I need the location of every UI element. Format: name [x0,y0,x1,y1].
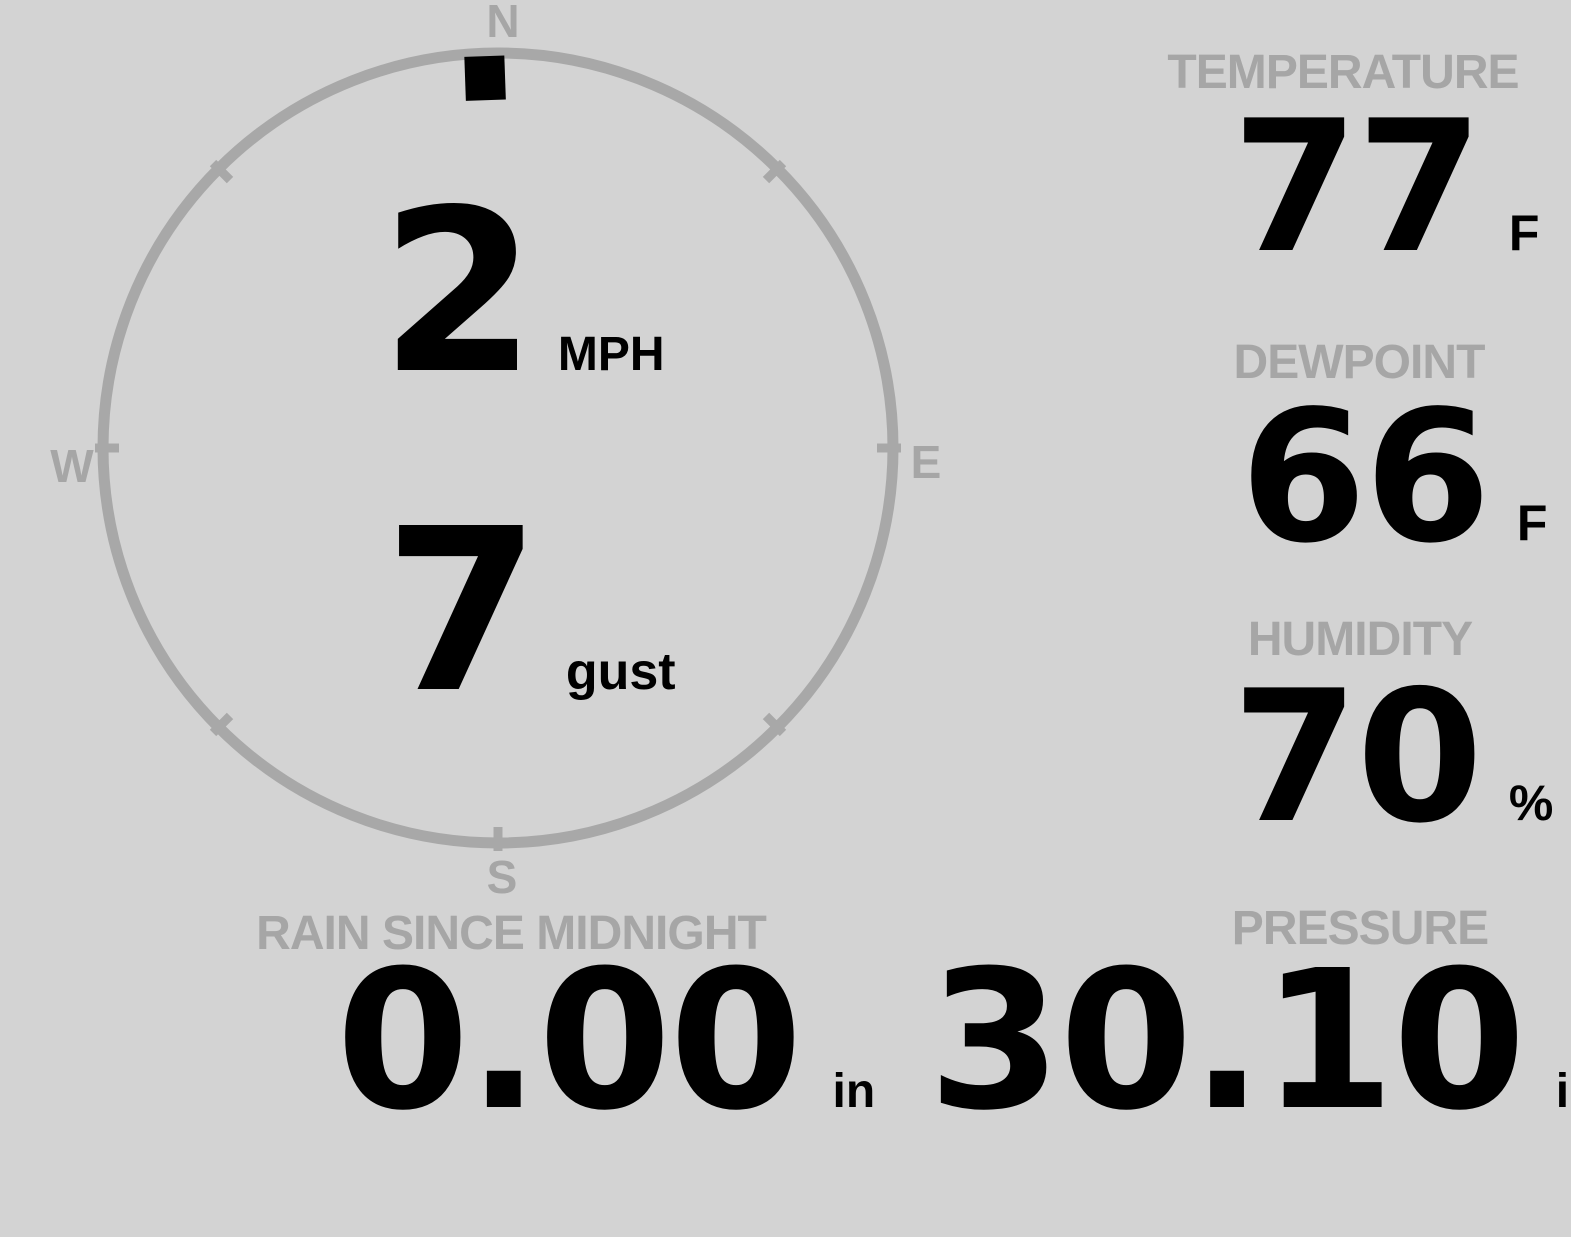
wind-direction-marker-icon [464,55,506,101]
rain-since-midnight-value: 0.00 [336,930,803,1153]
humidity-unit: % [1508,775,1554,831]
compass-tick-ne [762,159,787,184]
wind-gust-value: 7 [384,481,541,743]
temperature-row: 77 F [1232,96,1539,278]
wind-compass [95,47,901,851]
dewpoint-value: 66 [1240,371,1491,583]
rain-since-midnight-row: 0.00 in [336,946,875,1138]
compass-tick-nw [209,159,234,184]
temperature-value: 77 [1232,81,1483,293]
compass-label-north: N [486,0,520,47]
dewpoint-label: DEWPOINT [1233,336,1486,389]
temperature-unit: F [1508,205,1540,261]
wind-gust-unit: gust [565,643,676,701]
dewpoint-unit: F [1516,495,1548,551]
humidity-value: 70 [1232,651,1483,863]
rain-since-midnight-label: RAIN SINCE MIDNIGHT [256,907,767,960]
humidity-label: HUMIDITY [1247,613,1473,666]
compass-label-west: W [50,440,94,492]
pressure-value: 30.10 [928,930,1526,1153]
pressure-label: PRESSURE [1231,902,1489,955]
compass-label-south: S [486,851,518,903]
pressure-unit: in [1555,1065,1571,1118]
pressure-row: 30.10 in [928,946,1571,1138]
compass-label-east: E [910,436,942,488]
compass-tick-sw [209,712,234,737]
humidity-row: 70 % [1232,666,1553,848]
wind-speed-unit: MPH [557,328,665,381]
wind-speed-row: 2 MPH [380,181,665,406]
compass-ticks [95,159,901,851]
compass-tick-se [762,712,787,737]
wind-speed-value: 2 [380,162,537,424]
wind-gust-row: 7 gust [384,500,676,725]
dewpoint-row: 66 F [1240,386,1547,568]
rain-since-midnight-unit: in [832,1065,876,1118]
temperature-label: TEMPERATURE [1167,46,1519,99]
